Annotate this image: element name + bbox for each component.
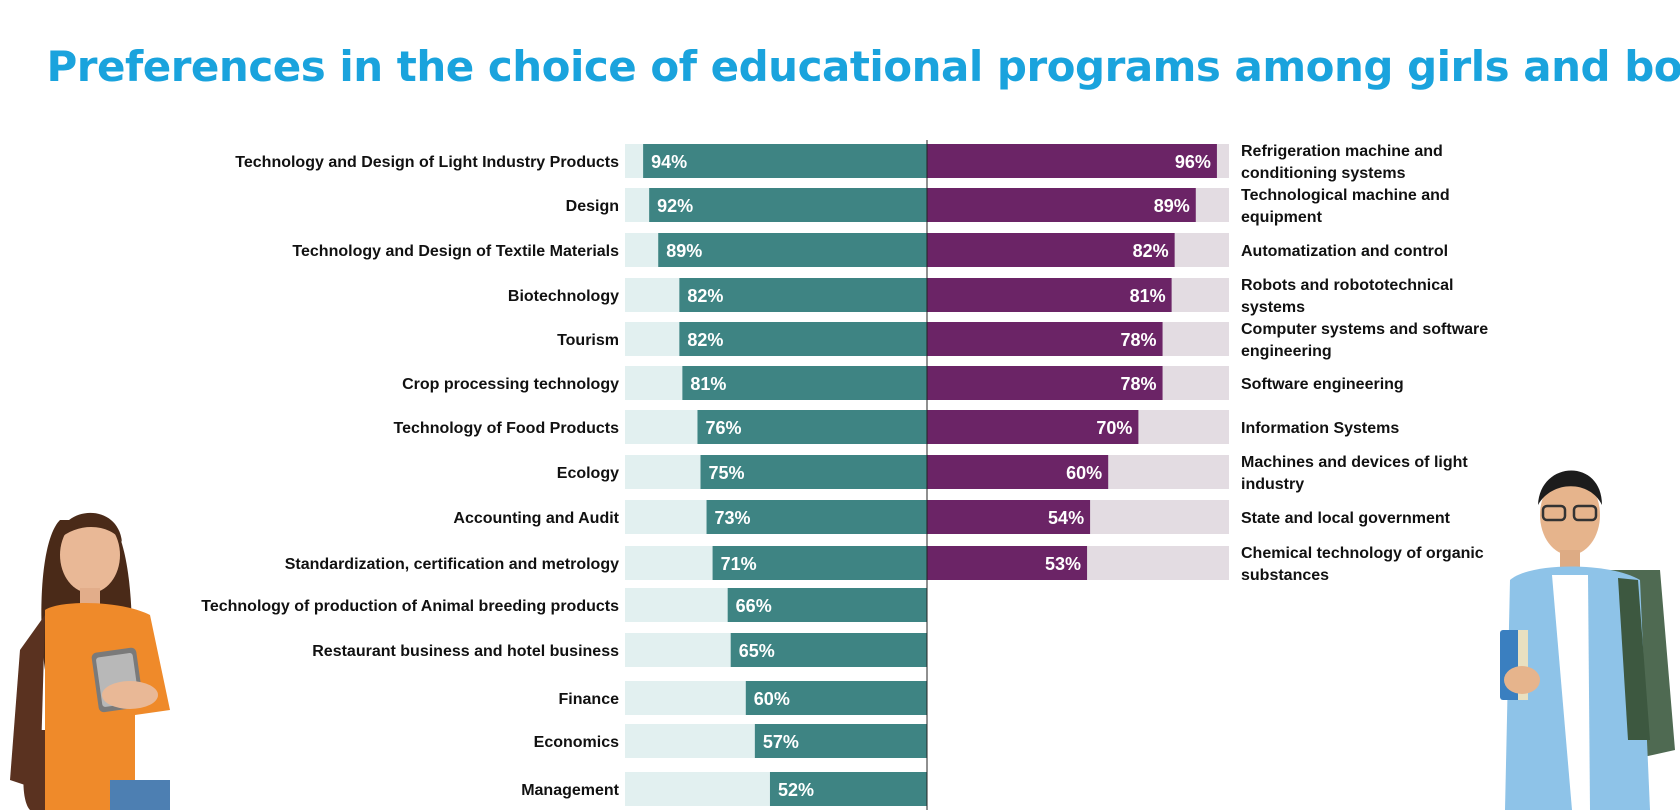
girls-bar bbox=[679, 278, 927, 312]
boys-value-label: 78% bbox=[1121, 374, 1157, 394]
boys-value-label: 89% bbox=[1154, 196, 1190, 216]
girls-bar bbox=[727, 588, 927, 622]
girls-category-label: Crop processing technology bbox=[402, 376, 619, 393]
girls-value-label: 75% bbox=[709, 463, 745, 483]
boys-bar bbox=[927, 366, 1163, 400]
boys-bar bbox=[927, 188, 1196, 222]
girls-category-label: Ecology bbox=[557, 465, 619, 482]
girls-category-label: Restaurant business and hotel business bbox=[312, 643, 619, 660]
girls-value-label: 94% bbox=[651, 152, 687, 172]
girls-value-label: 89% bbox=[666, 241, 702, 261]
girls-bar bbox=[754, 724, 927, 758]
girls-category-label: Technology of Food Products bbox=[394, 420, 620, 437]
girls-bar bbox=[697, 410, 927, 444]
girls-category-label: Technology and Design of Light Industry … bbox=[235, 154, 619, 171]
girls-bar bbox=[712, 546, 927, 580]
boys-category-label: Chemical technology of organic substances bbox=[1241, 545, 1484, 584]
chart-title: Preferences in the choice of educational… bbox=[46, 42, 1680, 91]
girls-value-label: 60% bbox=[754, 689, 790, 709]
girls-category-label: Economics bbox=[534, 734, 619, 751]
boy-illustration bbox=[1500, 470, 1675, 810]
boys-value-label: 53% bbox=[1045, 554, 1081, 574]
boys-category-label: Information Systems bbox=[1241, 420, 1399, 437]
girls-value-label: 66% bbox=[736, 596, 772, 616]
girls-value-label: 82% bbox=[687, 330, 723, 350]
girls-bar bbox=[649, 188, 927, 222]
boys-bar bbox=[927, 546, 1088, 580]
boys-bar bbox=[927, 455, 1109, 489]
boys-category-label: Robots and robototechnical systems bbox=[1241, 277, 1453, 316]
girls-bar bbox=[658, 233, 927, 267]
girls-category-label: Management bbox=[521, 782, 619, 799]
girls-category-label: Standardization, certification and metro… bbox=[285, 556, 619, 573]
boys-category-label: State and local government bbox=[1241, 510, 1451, 527]
girls-value-label: 57% bbox=[763, 732, 799, 752]
girls-category-label: Finance bbox=[559, 691, 620, 708]
girls-value-label: 65% bbox=[739, 641, 775, 661]
girl-illustration bbox=[10, 512, 170, 810]
boys-bar bbox=[927, 278, 1172, 312]
boys-value-label: 96% bbox=[1175, 152, 1211, 172]
girls-category-label: Accounting and Audit bbox=[453, 510, 619, 527]
girls-bar bbox=[745, 681, 927, 715]
girls-value-label: 71% bbox=[721, 554, 757, 574]
boys-value-label: 82% bbox=[1133, 241, 1169, 261]
girls-bar bbox=[706, 500, 927, 534]
girls-value-label: 81% bbox=[690, 374, 726, 394]
girls-bar bbox=[700, 455, 927, 489]
boys-bar bbox=[927, 322, 1163, 356]
girls-bar bbox=[769, 772, 927, 806]
girls-category-label: Technology of production of Animal breed… bbox=[201, 598, 619, 615]
girls-value-label: 52% bbox=[778, 780, 814, 800]
girls-category-label: Design bbox=[566, 198, 619, 215]
boys-category-label: Refrigeration machine and conditioning sy… bbox=[1241, 143, 1443, 182]
boys-value-label: 81% bbox=[1130, 286, 1166, 306]
girls-bar bbox=[643, 144, 927, 178]
girls-category-label: Biotechnology bbox=[508, 288, 619, 305]
girls-value-label: 82% bbox=[687, 286, 723, 306]
girls-bar bbox=[679, 322, 927, 356]
boys-bar bbox=[927, 144, 1217, 178]
boys-value-label: 70% bbox=[1096, 418, 1132, 438]
boys-bar bbox=[927, 233, 1175, 267]
boys-bar bbox=[927, 410, 1139, 444]
boys-value-label: 54% bbox=[1048, 508, 1084, 528]
boys-category-label: Technological machine and equipment bbox=[1241, 187, 1450, 226]
boys-value-label: 60% bbox=[1066, 463, 1102, 483]
girls-value-label: 73% bbox=[715, 508, 751, 528]
boys-category-label: Automatization and control bbox=[1241, 243, 1448, 260]
girls-bar bbox=[730, 633, 927, 667]
boys-category-label: Software engineering bbox=[1241, 376, 1404, 393]
boys-category-label: Machines and devices of light industry bbox=[1241, 454, 1468, 493]
boys-value-label: 78% bbox=[1121, 330, 1157, 350]
boys-category-label: Computer systems and software engineering bbox=[1241, 321, 1488, 360]
girls-value-label: 92% bbox=[657, 196, 693, 216]
boys-bar bbox=[927, 500, 1091, 534]
girls-category-label: Technology and Design of Textile Materia… bbox=[292, 243, 619, 260]
girls-bar bbox=[682, 366, 927, 400]
girls-value-label: 76% bbox=[705, 418, 741, 438]
girls-category-label: Tourism bbox=[557, 332, 619, 349]
